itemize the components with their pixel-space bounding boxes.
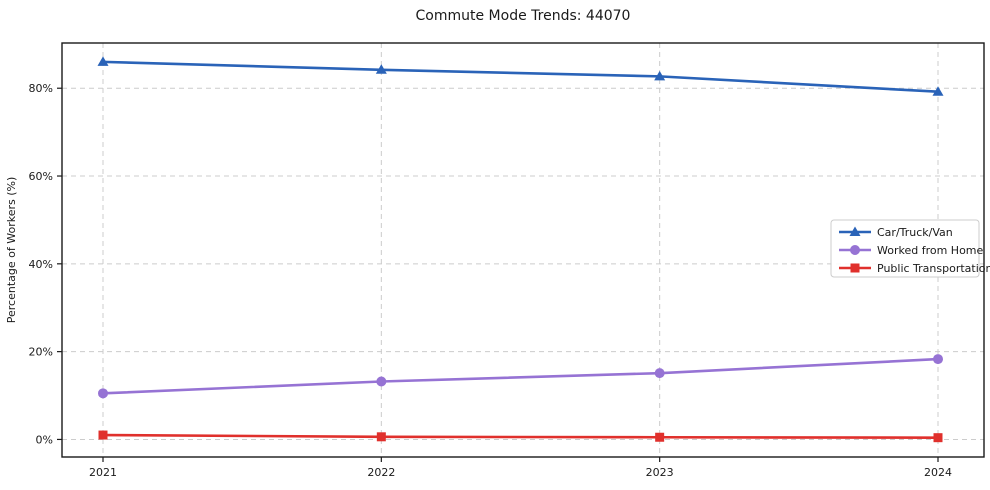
- series-line-triangle: [101, 60, 940, 94]
- legend-label: Worked from Home: [877, 244, 984, 257]
- x-tick-label: 2022: [367, 466, 395, 479]
- legend-marker-triangle: [849, 226, 861, 236]
- legend-label: Car/Truck/Van: [877, 226, 953, 239]
- legend-box: [830, 219, 980, 278]
- series-line-circle: [101, 357, 940, 395]
- plot-border: [61, 42, 985, 458]
- series-marker-circle: [98, 388, 108, 399]
- series-marker-circle: [376, 376, 387, 387]
- y-tick-label: 60%: [29, 170, 53, 183]
- series-marker-circle: [933, 354, 943, 365]
- x-tick-label: 2023: [646, 466, 674, 479]
- y-tick-label: 20%: [29, 346, 53, 359]
- series-marker-square: [98, 430, 108, 440]
- series-line-square: [101, 433, 940, 439]
- series-marker-square: [376, 432, 386, 442]
- legend-label: Public Transportation: [877, 262, 990, 275]
- legend-marker-square: [850, 263, 860, 273]
- y-tick-label: 80%: [29, 82, 53, 95]
- x-tick-label: 2021: [89, 466, 117, 479]
- y-tick-label: 0%: [36, 433, 53, 446]
- x-tick-label: 2024: [924, 466, 952, 479]
- series-marker-square: [655, 432, 665, 442]
- series-marker-triangle: [97, 56, 109, 66]
- y-axis-label: Percentage of Workers (%): [5, 177, 18, 324]
- series-marker-triangle: [375, 64, 387, 74]
- series-marker-triangle: [654, 70, 666, 81]
- legend-marker-circle: [850, 245, 860, 255]
- series-marker-circle: [654, 368, 665, 379]
- chart-title: Commute Mode Trends: 44070: [415, 8, 631, 24]
- series-marker-square: [933, 433, 943, 443]
- y-tick-label: 40%: [29, 258, 53, 271]
- series-marker-triangle: [932, 86, 944, 96]
